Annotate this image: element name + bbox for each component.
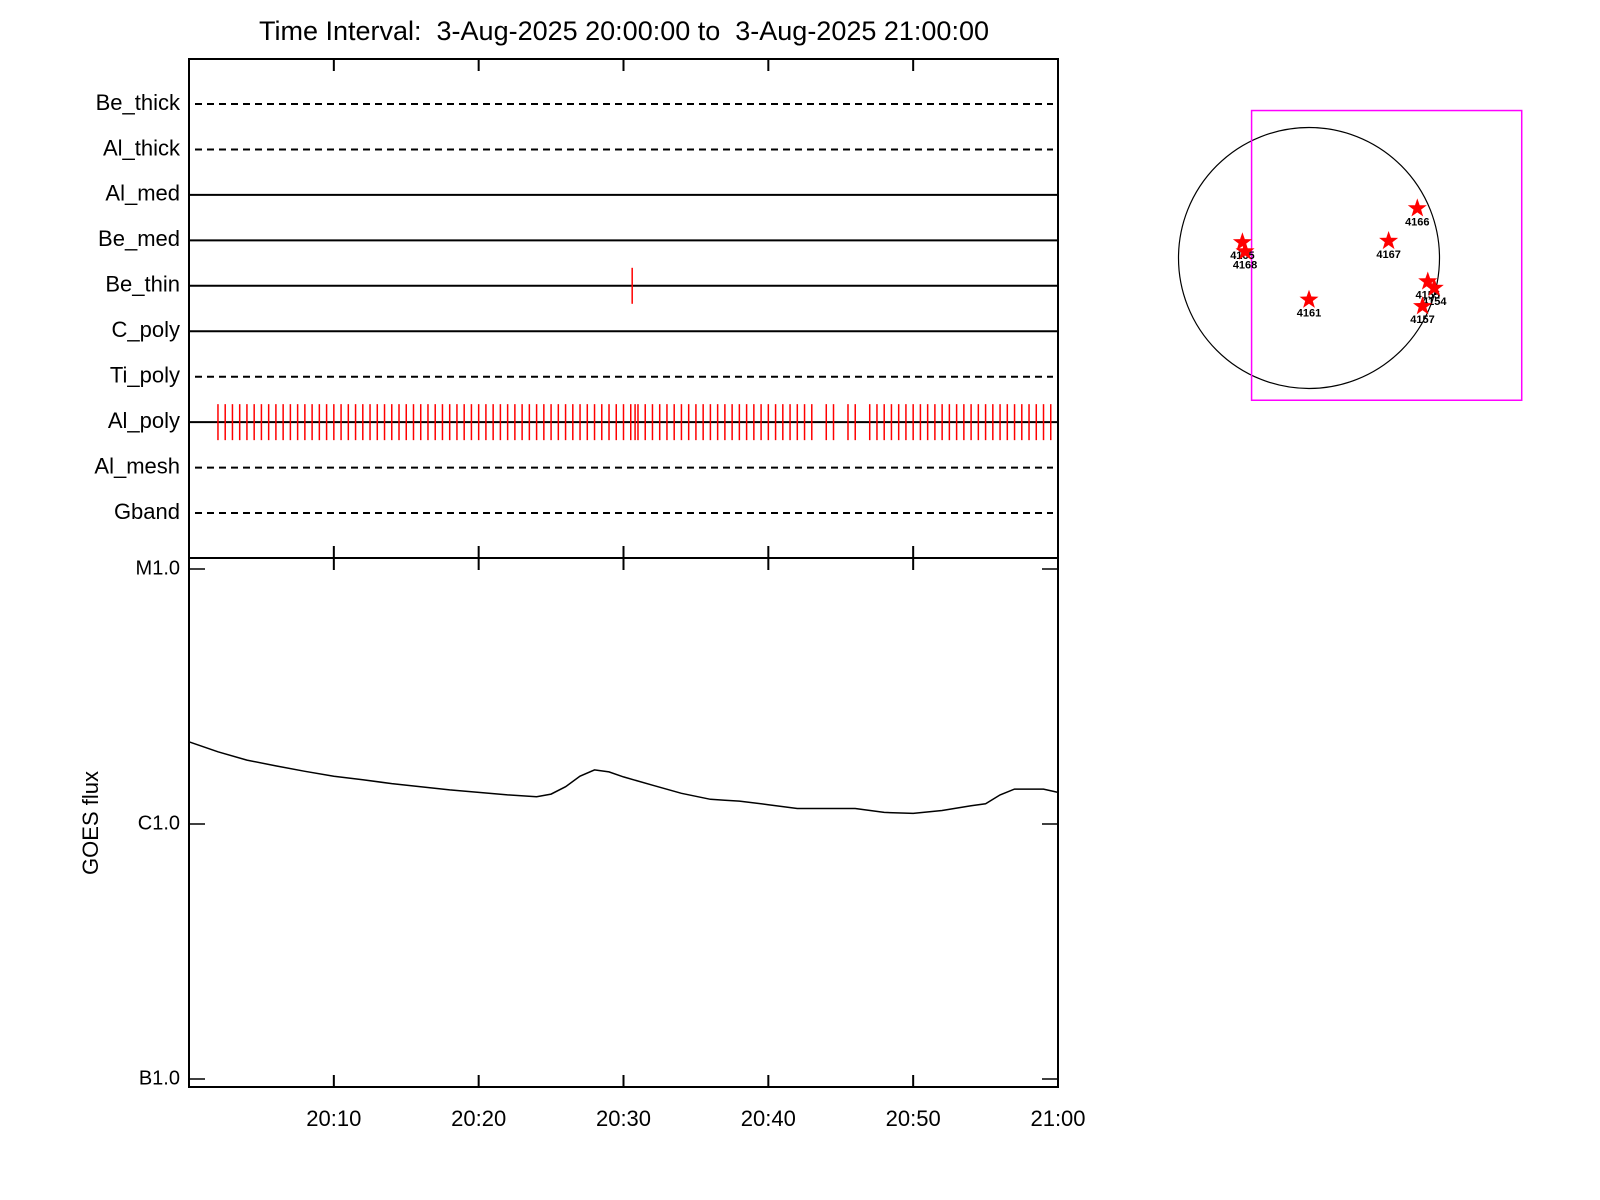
active-region-label: 4166 — [1405, 216, 1429, 228]
active-region-label: 4161 — [1297, 308, 1321, 320]
active-region-star — [1407, 198, 1427, 217]
y-tick-label: M1.0 — [136, 557, 180, 579]
row-label: Be_med — [98, 226, 180, 251]
active-region-star — [1418, 271, 1438, 290]
row-label: Al_thick — [103, 135, 181, 160]
row-label: Ti_poly — [110, 363, 180, 388]
active-region-star — [1424, 278, 1444, 297]
active-region-star — [1413, 296, 1432, 315]
row-label: Be_thick — [96, 90, 181, 115]
y-tick-label: B1.0 — [139, 1067, 180, 1089]
row-label: Be_thin — [105, 272, 180, 297]
x-tick-label: 20:50 — [886, 1106, 941, 1131]
active-region-label: 4155 — [1416, 289, 1440, 301]
active-region-star — [1235, 241, 1255, 260]
x-tick-label: 20:20 — [451, 1106, 506, 1131]
goes-line — [188, 741, 1059, 815]
active-region-label: 4167 — [1376, 249, 1400, 261]
active-region-star — [1232, 232, 1252, 251]
row-label: Gband — [114, 499, 180, 524]
active-region-label: 4168 — [1233, 259, 1257, 271]
chart-title: Time Interval: 3-Aug-2025 20:00:00 to 3-… — [259, 16, 989, 46]
row-label: Al_med — [105, 181, 180, 206]
solar-disk — [1177, 126, 1441, 390]
active-region-star — [1379, 231, 1399, 250]
x-tick-label: 20:10 — [306, 1106, 361, 1131]
x-tick-label: 20:40 — [741, 1106, 796, 1131]
row-label: Al_poly — [108, 408, 180, 433]
field-of-view — [1250, 109, 1523, 401]
row-label: Al_mesh — [94, 453, 180, 478]
row-label: C_poly — [112, 317, 180, 342]
x-tick-label: 21:00 — [1030, 1106, 1085, 1131]
active-region-label: 4157 — [1410, 314, 1434, 326]
active-region-star — [1299, 289, 1319, 308]
x-tick-label: 20:30 — [596, 1106, 651, 1131]
y-tick-label: C1.0 — [138, 812, 180, 834]
y-axis-label: GOES flux — [78, 771, 103, 875]
